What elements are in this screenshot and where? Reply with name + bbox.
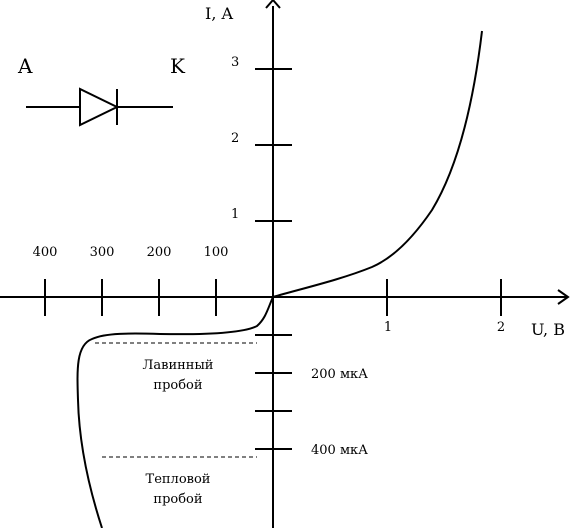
y-neg-ticks (255, 334, 292, 450)
diode-symbol (26, 87, 173, 127)
neg-y-label-200uA: 200 мкА (311, 367, 368, 382)
y-tick-label-2: 2 (231, 131, 239, 146)
reference-lines (95, 342, 257, 458)
anode-label: A (17, 54, 33, 78)
y-pos-ticks (255, 68, 292, 222)
x-tick-label-100: 100 (204, 245, 229, 260)
thermal-label-line1: Тепловой (146, 472, 211, 487)
x-axis-title: U, B (531, 320, 565, 339)
y-tick-label-1: 1 (231, 207, 239, 222)
x-axis-arrow (557, 289, 570, 305)
x-tick-label-400: 400 (33, 245, 58, 260)
avalanche-label-line1: Лавинный (143, 358, 214, 373)
y-axis-arrow (265, 0, 281, 9)
x-tick-label-200: 200 (147, 245, 172, 260)
reverse-branch-curve (76, 296, 274, 528)
y-tick-label-3: 3 (231, 55, 239, 70)
y-axis-title: I, A (205, 4, 233, 23)
neg-y-label-400uA: 400 мкА (311, 443, 368, 458)
cathode-label: K (170, 54, 186, 78)
x-tick-label-300: 300 (90, 245, 115, 260)
forward-branch-curve (272, 30, 483, 298)
thermal-label-line2: пробой (153, 492, 202, 507)
x-tick-label-1: 1 (384, 320, 392, 335)
avalanche-label-line2: пробой (153, 378, 202, 393)
diode-triangle (79, 87, 120, 127)
iv-curves (76, 30, 483, 528)
x-tick-label-2: 2 (497, 320, 505, 335)
x-ticks (44, 279, 502, 316)
